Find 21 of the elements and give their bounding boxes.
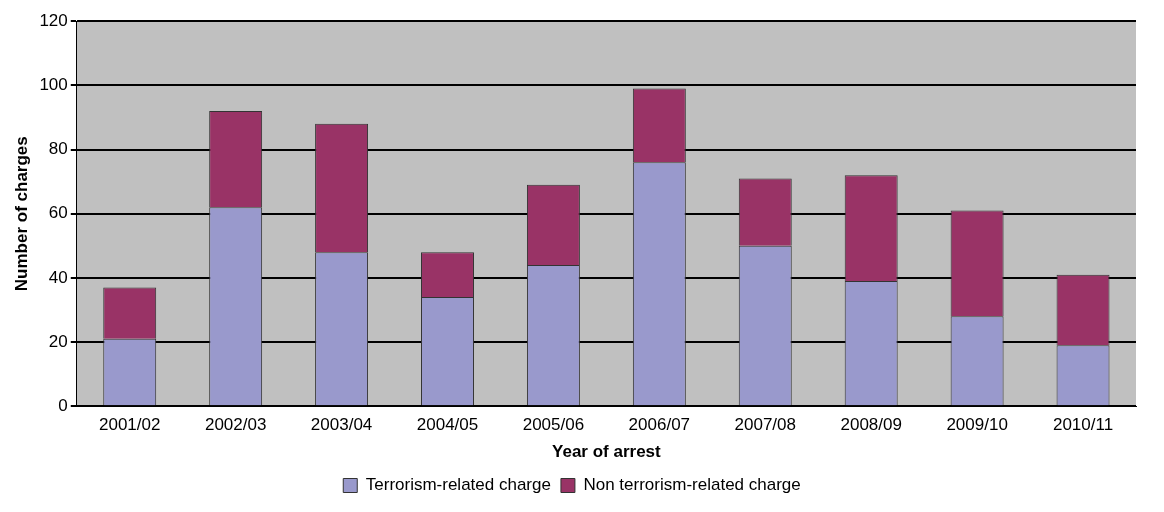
x-tick-label: 2007/08: [734, 415, 796, 435]
y-tick-label: 120: [39, 10, 68, 30]
x-tick-label: 2008/09: [840, 415, 902, 435]
x-tick-label: 2009/10: [946, 415, 1008, 435]
x-tick-label: 2002/03: [204, 415, 267, 435]
legend-label: Terrorism-related charge: [365, 475, 551, 495]
x-axis-title: Year of arrest: [552, 442, 662, 462]
y-tick-label: 60: [48, 203, 68, 223]
y-tick-label: 0: [58, 395, 68, 415]
x-tick-label: 2001/02: [99, 415, 161, 435]
x-tick-label: 2006/07: [628, 415, 691, 435]
x-tick-label: 2004/05: [416, 415, 479, 435]
x-tick-label: 2005/06: [522, 415, 585, 435]
y-tick-label: 40: [48, 267, 68, 287]
y-tick-label: 20: [48, 331, 68, 351]
y-axis-title: Number of charges: [11, 136, 31, 292]
x-tick-label: 2010/11: [1052, 415, 1114, 435]
x-tick-label: 2003/04: [310, 415, 373, 435]
legend-label: Non terrorism-related charge: [583, 475, 801, 495]
y-tick-label: 100: [39, 75, 68, 95]
y-tick-label: 80: [48, 139, 68, 159]
